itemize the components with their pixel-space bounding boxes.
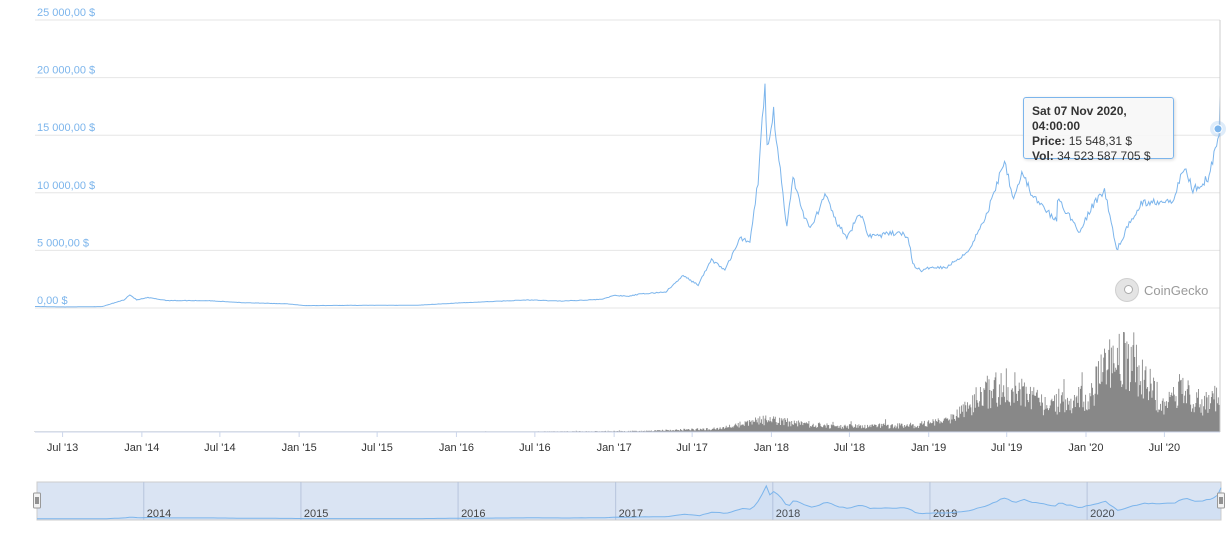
price-line [35, 83, 1221, 308]
x-axis-ticks: Jul '13 Jan '14 Jul '14 Jan '15 Jul '15 Jan '… [47, 432, 1180, 454]
x-tick-label: Jan '18 [754, 442, 789, 454]
tooltip: Sat 07 Nov 2020, 04:00:00 Price: 15 548,… [1023, 97, 1174, 163]
x-tick-label: Jul '17 [676, 442, 707, 454]
volume-bars-path [34, 332, 1221, 432]
volume-series [34, 332, 1221, 432]
watermark-text: CoinGecko [1144, 282, 1209, 298]
tooltip-price-value: 15 548,31 $ [1068, 134, 1133, 148]
navigator-year-label: 2018 [776, 508, 800, 520]
tooltip-volume-label: Vol: [1032, 149, 1054, 163]
x-tick-label: Jan '17 [597, 442, 632, 454]
navigator-year-label: 2020 [1090, 508, 1114, 520]
x-tick-label: Jan '19 [911, 442, 946, 454]
coingecko-logo-icon [1115, 278, 1139, 302]
x-tick-label: Jul '13 [47, 442, 78, 454]
navigator-area [37, 485, 1221, 519]
y-axis-labels: 0,00 $ 5 000,00 $ 10 000,00 $ 15 000,00 $ 20… [37, 7, 95, 307]
x-tick-label: Jul '14 [204, 442, 235, 454]
y-tick-label: 15 000,00 $ [37, 122, 95, 134]
tooltip-volume-value: 34 523 587 705 $ [1057, 149, 1151, 163]
y-gridlines [35, 19, 1220, 309]
x-tick-label: Jan '16 [439, 442, 474, 454]
navigator-year-label: 2016 [461, 508, 485, 520]
y-tick-label: 25 000,00 $ [37, 7, 95, 19]
tooltip-date: Sat 07 Nov 2020, 04:00:00 [1032, 104, 1127, 133]
tooltip-price-row: Price: 15 548,31 $ [1032, 134, 1165, 149]
navigator-year-label: 2019 [933, 508, 957, 520]
y-tick-label: 0,00 $ [37, 295, 68, 307]
navigator-year-label: 2015 [304, 508, 328, 520]
tooltip-price-label: Price: [1032, 134, 1066, 148]
hover-point [1213, 124, 1223, 134]
price-series-layer [35, 83, 1221, 308]
navigator-year-label: 2014 [147, 508, 171, 520]
hover-layer [1210, 20, 1226, 432]
navigator-mask[interactable] [37, 482, 1221, 520]
navigator-line [37, 484, 1222, 520]
navigator-handle-left[interactable] [33, 492, 41, 509]
y-tick-label: 10 000,00 $ [37, 180, 95, 192]
tooltip-volume-row: Vol: 34 523 587 705 $ [1032, 149, 1165, 164]
x-tick-label: Jul '15 [361, 442, 392, 454]
x-tick-label: Jan '20 [1068, 442, 1103, 454]
x-tick-label: Jan '15 [282, 442, 317, 454]
x-tick-label: Jul '20 [1149, 442, 1180, 454]
navigator[interactable]: 2014 2015 2016 2017 2018 2019 2020 [33, 481, 1225, 521]
y-tick-label: 5 000,00 $ [37, 237, 89, 249]
navigator-handle-right[interactable] [1217, 492, 1225, 509]
x-tick-label: Jul '19 [991, 442, 1022, 454]
x-tick-label: Jul '16 [519, 442, 550, 454]
coingecko-watermark: CoinGecko [1115, 276, 1208, 304]
y-tick-label: 20 000,00 $ [37, 65, 95, 77]
x-tick-label: Jul '18 [834, 442, 865, 454]
x-tick-label: Jan '14 [124, 442, 159, 454]
